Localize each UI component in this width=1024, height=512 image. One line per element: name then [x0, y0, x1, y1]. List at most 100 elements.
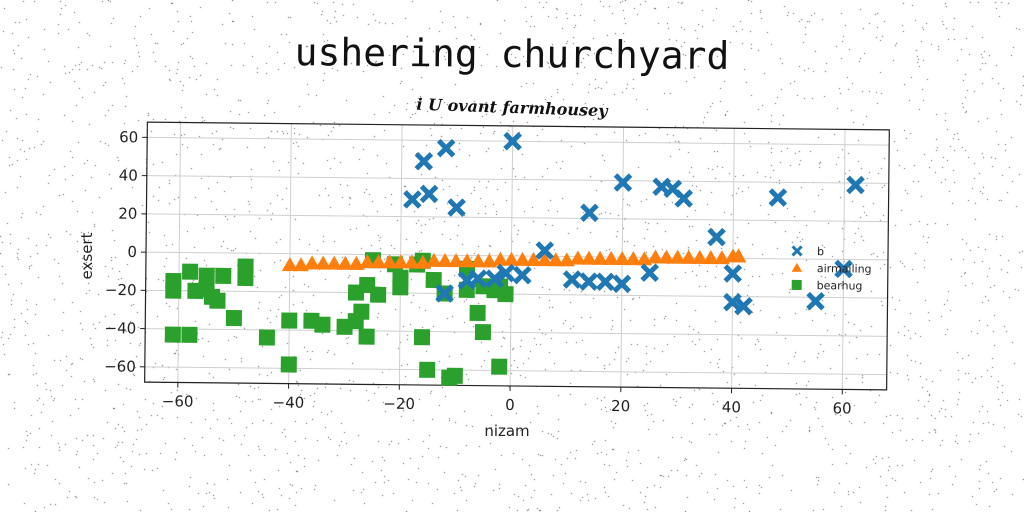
y-tick-label: 0	[127, 243, 137, 261]
data-point-airmailing	[348, 255, 365, 270]
data-point-b	[435, 284, 454, 303]
y-grid-line	[144, 366, 887, 376]
x-tick-label: 40	[722, 398, 741, 416]
data-point-airmailing	[414, 254, 431, 269]
data-point-bearhug	[225, 309, 243, 327]
legend: b airmailing bearhug	[791, 245, 872, 293]
data-point-airmailing	[658, 249, 675, 264]
data-point-airmailing	[636, 251, 653, 266]
x-axis-label: nizam	[484, 422, 529, 440]
data-point-b	[612, 274, 632, 294]
data-point-airmailing	[625, 251, 642, 266]
grid-lines	[144, 122, 890, 390]
data-point-bearhug	[491, 358, 508, 375]
data-point-airmailing	[337, 255, 354, 270]
data-point-airmailing	[580, 250, 597, 265]
data-point-bearhug	[215, 267, 232, 284]
data-point-airmailing	[591, 250, 608, 265]
data-point-airmailing	[558, 252, 575, 267]
data-point-airmailing	[503, 251, 520, 266]
data-point-airmailing	[680, 249, 697, 264]
data-point-airmailing	[481, 253, 498, 268]
data-point-b	[436, 138, 456, 158]
data-point-bearhug	[280, 356, 297, 373]
data-point-airmailing	[436, 252, 453, 268]
y-tick-label: −40	[104, 319, 136, 337]
data-point-airmailing	[702, 250, 719, 265]
data-point-airmailing	[713, 250, 730, 265]
data-point-b	[503, 131, 522, 151]
data-point-airmailing	[569, 250, 586, 265]
data-point-bearhug	[281, 312, 298, 329]
data-point-airmailing	[459, 253, 476, 268]
data-point-airmailing	[547, 252, 564, 267]
data-point-airmailing	[315, 255, 332, 270]
legend-marker	[791, 262, 803, 272]
data-point-bearhug	[446, 367, 463, 384]
data-point-airmailing	[536, 252, 553, 267]
data-point-airmailing	[470, 253, 487, 268]
y-grid-line	[147, 136, 890, 146]
legend-marker	[791, 279, 802, 290]
data-point-airmailing	[647, 249, 664, 264]
data-point-bearhug	[209, 292, 226, 309]
data-point-airmailing	[691, 249, 708, 264]
data-point-bearhug	[469, 304, 486, 322]
axis-ticks: −60 −40 −20 0 20 40 60 −60 −40 −20 0 20 40 60	[104, 128, 852, 417]
legend-label: b	[817, 245, 824, 258]
data-point-bearhug	[419, 361, 436, 378]
y-tick-label: −60	[104, 357, 136, 375]
legend-label: airmailing	[817, 262, 872, 276]
data-point-b	[595, 272, 615, 292]
data-point-b	[674, 189, 694, 208]
y-grid-line	[146, 251, 888, 261]
data-point-b	[580, 203, 599, 223]
data-point-bearhug	[258, 329, 276, 346]
data-point-airmailing	[292, 257, 309, 272]
data-point-b	[535, 241, 555, 260]
data-point-airmailing	[730, 248, 747, 263]
data-point-airmailing	[381, 254, 398, 269]
data-point-b	[734, 296, 753, 316]
data-point-bearhug	[237, 269, 254, 287]
data-point-airmailing	[492, 251, 509, 266]
x-tick-label: 20	[611, 397, 630, 415]
y-tick-label: 20	[118, 205, 137, 223]
data-point-b	[613, 173, 633, 192]
data-point-bearhug	[164, 326, 181, 343]
data-point-airmailing	[370, 254, 387, 269]
x-tick-label: −20	[383, 395, 415, 413]
data-point-bearhug	[198, 267, 215, 284]
data-point-b	[834, 259, 853, 279]
data-point-airmailing	[614, 251, 631, 266]
data-point-airmailing	[603, 250, 620, 265]
data-point-b	[707, 227, 726, 247]
data-point-airmailing	[326, 255, 343, 270]
y-axis-label: exsert	[78, 232, 96, 279]
y-grid-line	[145, 289, 888, 299]
data-point-bearhug	[353, 303, 370, 320]
data-point-b	[768, 188, 788, 207]
data-point-bearhug	[392, 279, 409, 296]
data-point-bearhug	[413, 329, 431, 346]
data-point-bearhug	[182, 263, 199, 280]
data-point-b	[457, 271, 477, 290]
data-point-b	[496, 263, 516, 283]
data-point-bearhug	[314, 316, 331, 333]
data-points	[164, 131, 865, 386]
data-point-bearhug	[181, 326, 198, 343]
data-point-b	[419, 184, 439, 204]
y-tick-label: 40	[119, 166, 138, 184]
data-point-airmailing	[392, 254, 409, 269]
data-point-airmailing	[525, 251, 542, 267]
data-point-b	[562, 270, 582, 289]
data-point-bearhug	[497, 286, 514, 303]
data-point-b	[414, 152, 434, 171]
legend-entry-b: b	[791, 245, 824, 258]
data-point-airmailing	[359, 254, 376, 269]
legend-label: bearhug	[817, 279, 863, 292]
x-tick-label: −60	[162, 392, 194, 410]
data-point-b	[403, 190, 422, 209]
data-point-b	[579, 272, 599, 291]
